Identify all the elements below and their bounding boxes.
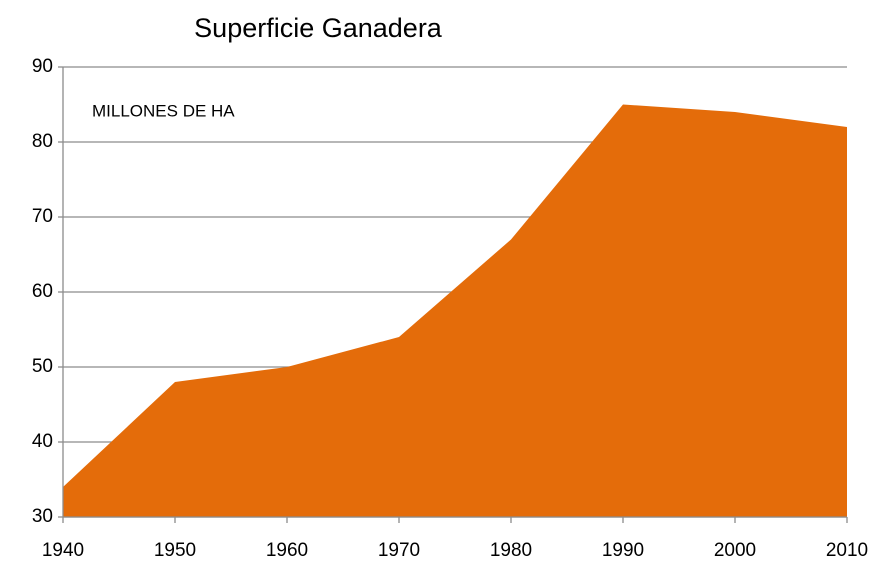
area [63, 104, 847, 517]
y-tick-label: 40 [32, 431, 53, 452]
y-tick-label: 90 [32, 56, 53, 77]
y-tick-label: 60 [32, 281, 53, 302]
x-tick-label: 2000 [714, 540, 756, 561]
x-tick-label: 1960 [266, 540, 308, 561]
x-tick-label: 2010 [826, 540, 868, 561]
x-tick-label: 1980 [490, 540, 532, 561]
x-tick-label: 1970 [378, 540, 420, 561]
y-tick-label: 80 [32, 131, 53, 152]
chart-title: Superficie Ganadera [194, 13, 443, 43]
y-tick-label: 30 [32, 506, 53, 527]
y-tick-label: 70 [32, 206, 53, 227]
y-tick-label: 50 [32, 356, 53, 377]
annotation: MILLONES DE HA [92, 101, 235, 120]
x-tick-label: 1990 [602, 540, 644, 561]
x-tick-label: 1950 [154, 540, 196, 561]
x-tick-label: 1940 [42, 540, 84, 561]
